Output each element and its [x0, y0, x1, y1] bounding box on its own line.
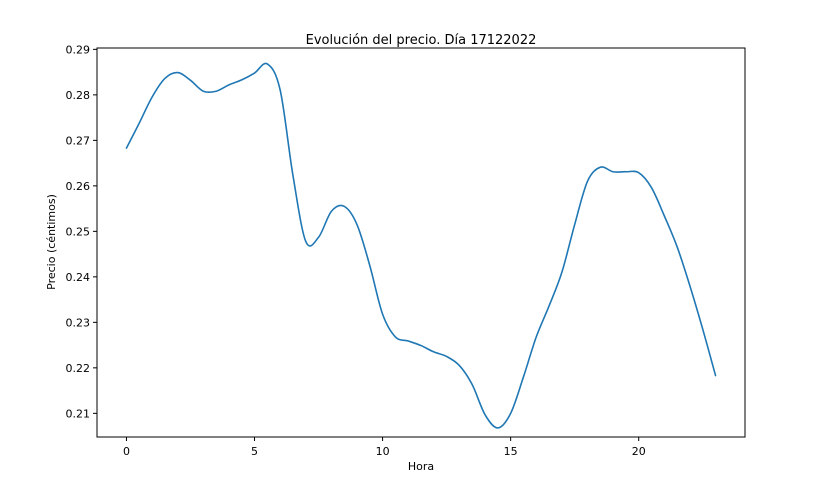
y-axis: 0.21 0.22 0.23 0.24 0.25 0.26 0.27 0.28 0.29 — [66, 43, 97, 420]
x-tick-label: 15 — [504, 445, 518, 458]
x-tick-label: 10 — [376, 445, 390, 458]
y-tick-label: 0.22 — [66, 362, 91, 375]
x-tick-label: 5 — [251, 445, 258, 458]
y-tick-label: 0.23 — [66, 316, 91, 329]
chart-title: Evolución del precio. Día 17122022 — [306, 33, 537, 48]
y-tick-label: 0.28 — [66, 89, 91, 102]
y-tick-label: 0.24 — [66, 271, 91, 284]
y-tick-label: 0.27 — [66, 134, 91, 147]
plot-area — [97, 48, 745, 437]
y-tick-label: 0.25 — [66, 225, 91, 238]
x-tick-label: 0 — [123, 445, 130, 458]
x-axis-label: Hora — [408, 460, 434, 473]
y-tick-label: 0.26 — [66, 180, 91, 193]
price-series-line — [125, 62, 717, 429]
y-tick-label: 0.21 — [66, 407, 91, 420]
y-tick-label: 0.29 — [66, 43, 91, 56]
plot-frame — [96, 47, 746, 438]
x-axis: 0 5 10 15 20 — [123, 437, 646, 458]
x-tick-label: 20 — [632, 445, 646, 458]
y-axis-label: Precio (céntimos) — [45, 194, 58, 290]
